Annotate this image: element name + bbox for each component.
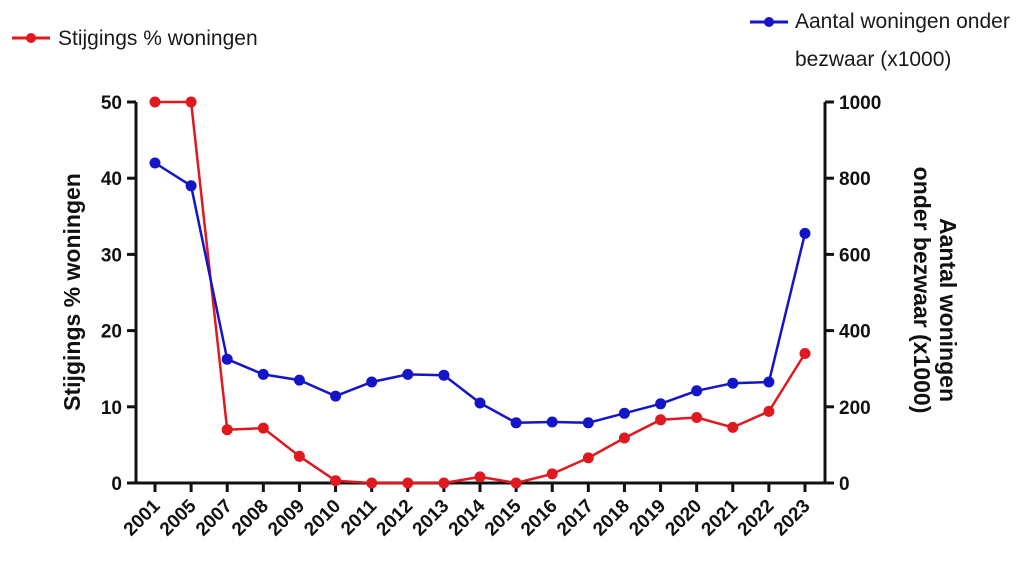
data-point-percentage [185,96,197,108]
data-point-count [727,377,739,389]
data-point-percentage [799,348,811,359]
data-point-count [293,374,305,386]
right-y-tick-label: 400 [839,322,871,343]
data-point-percentage [763,405,775,417]
data-point-count [330,390,342,402]
data-point-percentage [402,477,414,489]
series-line-count [154,161,807,425]
x-tick-label: 2013 [409,496,454,541]
data-point-count [582,417,594,429]
data-point-count [149,157,161,169]
data-point-percentage [546,468,558,480]
axes [134,102,827,485]
right-y-tick-label: 0 [839,474,850,495]
legend-label-count-line1: Aantal woningen onder [795,10,1010,33]
x-tick-label: 2009 [264,496,309,541]
legend-entry-percentage: Stijgings % woningen [12,27,258,50]
legend-swatch-percentage-marker [26,33,36,43]
x-tick-label: 2023 [770,496,815,541]
left-y-axis-title: Stijgings % woningen [59,173,85,411]
data-point-percentage [257,422,269,434]
data-point-percentage [510,477,522,489]
data-point-count [257,368,269,380]
legend-label-percentage: Stijgings % woningen [58,27,258,50]
x-tick-label: 2020 [661,496,706,541]
series-layer [149,96,811,489]
data-point-count [546,416,558,428]
right-y-tick-label: 600 [839,245,871,266]
data-point-percentage [366,477,378,489]
legend-entry-count: Aantal woningen onder bezwaar (x1000) [750,10,1010,71]
x-tick-label: 2016 [517,496,562,541]
data-point-count [474,397,486,409]
x-tick-label: 2022 [734,496,779,541]
right-y-axis-title-line2: onder bezwaar (x1000) [909,167,935,414]
data-point-percentage [727,421,739,433]
legend-label-count-line2: bezwaar (x1000) [795,48,951,71]
legend-swatch-count-marker [764,17,774,27]
left-y-tick-label: 30 [101,245,122,266]
x-tick-label: 2014 [445,495,490,540]
data-point-count [221,353,233,365]
data-point-count [655,398,667,410]
right-y-tick-label: 200 [839,398,871,419]
data-point-count [799,227,811,239]
series-percentage [149,96,811,489]
data-point-percentage [149,96,161,108]
x-tick-label: 2018 [589,496,634,541]
x-tick-label: 2005 [156,495,201,540]
x-ticks: 2001200520072008200920102011201220132014… [120,483,815,540]
data-point-percentage [293,450,305,462]
legend: Stijgings % woningen Aantal woningen ond… [12,10,1010,71]
data-point-count [366,376,378,388]
data-point-percentage [330,475,342,487]
data-point-count [510,417,522,429]
data-point-count [618,407,630,419]
data-point-percentage [618,432,630,444]
data-point-percentage [691,412,703,423]
x-tick-label: 2001 [120,495,165,540]
x-tick-label: 2017 [553,496,598,541]
left-y-tick-label: 0 [111,474,122,495]
x-tick-label: 2015 [481,495,526,540]
data-point-count [402,368,414,380]
data-point-percentage [438,477,450,489]
data-point-percentage [655,414,667,426]
x-tick-label: 2008 [228,496,273,541]
left-y-tick-label: 10 [101,398,122,419]
right-y-tick-label: 800 [839,169,871,190]
data-point-percentage [582,452,594,464]
data-point-percentage [221,424,233,436]
right-y-ticks: 0 200 400 600 800 1000 [825,93,881,495]
left-y-tick-label: 20 [101,322,122,343]
x-tick-label: 2010 [300,496,345,541]
left-y-ticks: 0 10 20 30 40 50 [101,93,136,495]
series-line-percentage [155,100,807,485]
x-tick-label: 2021 [698,495,743,540]
x-tick-label: 2011 [337,495,381,539]
data-point-count [438,369,450,381]
series-count [149,157,811,429]
left-y-tick-label: 50 [101,93,122,114]
x-tick-label: 2007 [192,496,237,541]
x-tick-label: 2019 [625,496,670,541]
x-tick-label: 2012 [373,496,418,541]
data-point-percentage [474,471,486,483]
data-point-count [763,376,775,388]
data-point-count [185,180,197,192]
data-point-count [691,385,703,397]
right-y-tick-label: 1000 [839,93,881,114]
left-y-tick-label: 40 [101,169,122,190]
right-y-axis-title-line1: Aantal woningen [935,218,961,402]
